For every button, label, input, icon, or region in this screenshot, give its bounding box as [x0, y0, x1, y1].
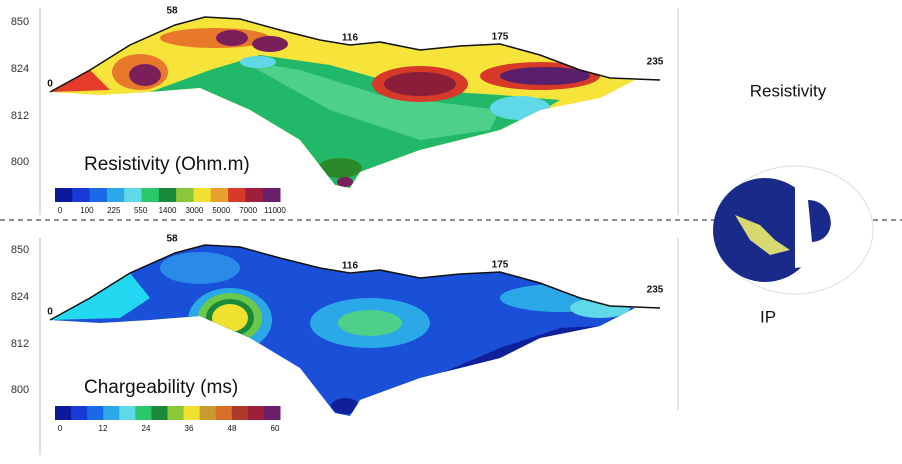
colorbar-swatch	[176, 188, 194, 202]
logo-islands	[735, 215, 790, 255]
colorbar-swatch	[55, 188, 73, 202]
colorbar-swatch	[247, 406, 265, 420]
colorbar-label: 12	[99, 424, 108, 433]
colorbar-label: 550	[134, 206, 148, 215]
colorbar-swatch	[55, 406, 72, 420]
zone	[570, 298, 630, 318]
colorbar-swatch	[262, 188, 281, 202]
depth-label: 800	[11, 384, 29, 396]
logo	[713, 165, 874, 295]
topography	[49, 244, 661, 321]
panel-title: Resistivity (Ohm.m)	[84, 154, 250, 175]
station-label: 235	[647, 57, 664, 68]
colorbar-swatch	[215, 406, 233, 420]
station-label: 235	[647, 285, 664, 296]
colorbar-swatch	[193, 188, 212, 202]
depth-label: 824	[11, 291, 29, 303]
zone	[212, 304, 248, 332]
zone	[50, 70, 110, 92]
station-label: 58	[166, 6, 178, 17]
zone	[490, 96, 550, 120]
station-label: 0	[47, 79, 53, 90]
colorbar-label: 5000	[212, 206, 230, 215]
colorbar-swatch	[119, 406, 136, 420]
colorbar-swatch	[199, 406, 217, 420]
station-label: 58	[166, 234, 178, 245]
zone	[129, 64, 161, 86]
colorbar-label: 48	[228, 424, 237, 433]
station-label: 116	[342, 261, 359, 272]
colorbar-swatch	[135, 406, 152, 420]
colorbar-swatch	[158, 188, 177, 202]
depth-label: 824	[11, 63, 29, 75]
side-label: Resistivity	[750, 81, 827, 100]
colorbar-label: 100	[80, 206, 94, 215]
colorbar-label: 7000	[239, 206, 257, 215]
zone	[337, 177, 353, 187]
colorbar-label: 60	[271, 424, 280, 433]
colorbar-label: 11000	[264, 206, 286, 215]
station-label: 175	[492, 260, 509, 271]
colorbar-swatch	[151, 406, 168, 420]
colorbar-swatch	[210, 188, 229, 202]
colorbar-swatch	[245, 188, 264, 202]
depth-label: 800	[11, 156, 29, 168]
depth-label: 812	[11, 338, 29, 350]
colorbar-swatch	[141, 188, 160, 202]
zone	[240, 56, 276, 68]
zone	[318, 158, 362, 178]
colorbar-swatch	[89, 188, 108, 202]
panel-title: Chargeability (ms)	[84, 377, 238, 398]
depth-label: 850	[11, 16, 29, 28]
colorbar-swatch	[106, 188, 125, 202]
colorbar-swatch	[87, 406, 104, 420]
zone	[331, 398, 359, 414]
zone	[500, 67, 590, 85]
colorbar-label: 225	[107, 206, 121, 215]
colorbar-swatch	[124, 188, 143, 202]
side-label: IP	[760, 307, 776, 326]
colorbar-swatch	[231, 406, 249, 420]
zone	[216, 30, 248, 46]
colorbar-label: 3000	[185, 206, 203, 215]
colorbar-swatch	[72, 188, 91, 202]
zone	[150, 55, 560, 188]
zone	[384, 72, 456, 96]
station-label: 116	[342, 33, 359, 44]
zone	[338, 310, 402, 336]
colorbar-swatch	[167, 406, 185, 420]
colorbar-swatch	[183, 406, 201, 420]
zone	[252, 36, 288, 52]
colorbar-swatch	[228, 188, 246, 202]
station-label: 175	[492, 32, 509, 43]
colorbar-swatch	[263, 406, 281, 420]
colorbar-label: 24	[142, 424, 151, 433]
colorbar-swatch	[71, 406, 88, 420]
depth-label: 850	[11, 244, 29, 256]
colorbar-label: 1400	[159, 206, 177, 215]
zone	[50, 273, 150, 320]
zone	[160, 252, 240, 284]
topography	[49, 16, 661, 93]
colorbar-swatch	[103, 406, 120, 420]
zone	[240, 60, 500, 140]
logo-mark	[808, 200, 831, 242]
station-label: 0	[47, 307, 53, 318]
colorbar-label: 36	[185, 424, 194, 433]
colorbar-label: 0	[58, 206, 63, 215]
colorbar-label: 0	[58, 424, 63, 433]
depth-label: 812	[11, 110, 29, 122]
